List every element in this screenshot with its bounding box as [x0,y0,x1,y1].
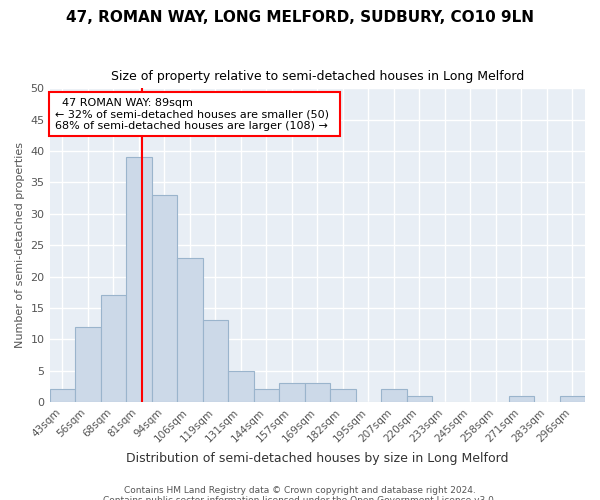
Bar [254,390,279,402]
Y-axis label: Number of semi-detached properties: Number of semi-detached properties [15,142,25,348]
Bar [305,383,330,402]
Bar [560,396,585,402]
Bar [203,320,228,402]
Bar [152,195,177,402]
Text: 47 ROMAN WAY: 89sqm
← 32% of semi-detached houses are smaller (50)
68% of semi-d: 47 ROMAN WAY: 89sqm ← 32% of semi-detach… [55,98,335,131]
Text: Contains public sector information licensed under the Open Government Licence v3: Contains public sector information licen… [103,496,497,500]
X-axis label: Distribution of semi-detached houses by size in Long Melford: Distribution of semi-detached houses by … [126,452,509,465]
Bar [50,390,75,402]
Bar [101,296,126,402]
Title: Size of property relative to semi-detached houses in Long Melford: Size of property relative to semi-detach… [110,70,524,83]
Text: Contains HM Land Registry data © Crown copyright and database right 2024.: Contains HM Land Registry data © Crown c… [124,486,476,495]
Bar [330,390,356,402]
Bar [279,383,305,402]
Bar [509,396,534,402]
Bar [381,390,407,402]
Bar [407,396,432,402]
Bar [177,258,203,402]
Bar [126,158,152,402]
Bar [228,370,254,402]
Bar [75,326,101,402]
Text: 47, ROMAN WAY, LONG MELFORD, SUDBURY, CO10 9LN: 47, ROMAN WAY, LONG MELFORD, SUDBURY, CO… [66,10,534,25]
